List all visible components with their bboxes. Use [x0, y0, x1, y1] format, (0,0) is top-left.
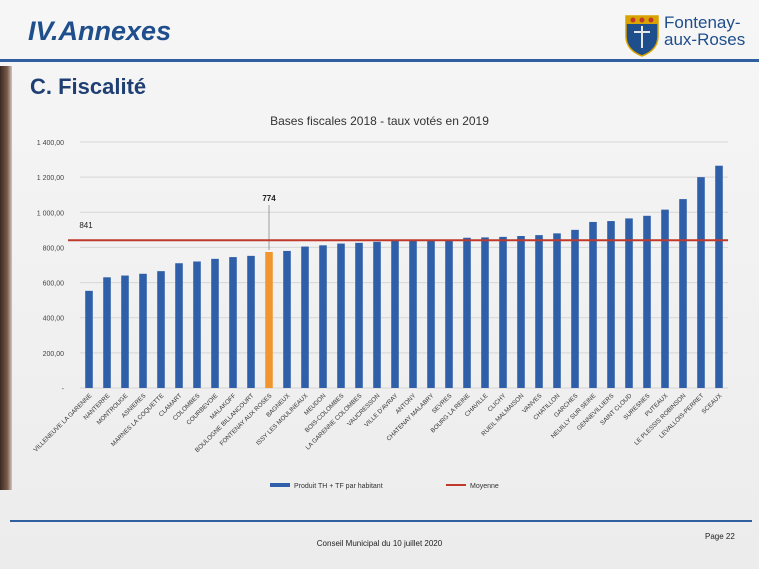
logo-text-line-1: Fontenay-: [664, 13, 741, 32]
bar: [463, 237, 471, 388]
bar-chart: - 200,00 400,00 600,00 800,00 1 000,00 1 200,0…: [32, 140, 728, 490]
bar: [121, 275, 129, 388]
y-tick-label: 1 000,00: [37, 210, 64, 217]
legend-bar-label: Produit TH + TF par habitant: [294, 483, 383, 490]
average-line-group: 841: [68, 221, 728, 242]
bar: [211, 258, 219, 388]
bar: [499, 236, 507, 388]
y-axis: - 200,00 400,00 600,00 800,00 1 000,00 1 200,0…: [37, 140, 65, 393]
bar-highlight: [265, 251, 273, 388]
y-tick-label: 1 200,00: [37, 175, 64, 182]
bar: [409, 240, 417, 388]
bar: [697, 177, 705, 388]
y-tick-label: 600,00: [43, 281, 65, 288]
bar: [661, 209, 669, 388]
logo-text: Fontenay- aux-Roses: [664, 14, 745, 48]
section-title: C. Fiscalité: [30, 74, 147, 99]
x-axis: VILLENEUVE LA GARENNENANTERREMONTROUGEAS…: [32, 392, 723, 454]
bar: [85, 290, 93, 388]
bar: [715, 165, 723, 388]
x-tick-label: VILLENEUVE LA GARENNE: [32, 392, 93, 453]
bar: [139, 273, 147, 388]
bar: [229, 257, 237, 388]
bar: [193, 261, 201, 388]
bar: [337, 243, 345, 388]
bar: [571, 229, 579, 388]
header-divider: [0, 59, 759, 62]
x-tick-label: SCEAUX: [700, 392, 723, 415]
footer-divider: [10, 520, 752, 522]
bar: [445, 239, 453, 388]
page-number: Page 22: [705, 532, 735, 541]
chart-bars: 774: [85, 165, 723, 388]
bar: [103, 277, 111, 388]
bar: [481, 237, 489, 388]
chart-legend: Produit TH + TF par habitant Moyenne: [270, 483, 499, 490]
y-tick-label: 200,00: [43, 351, 65, 358]
y-tick-label: 800,00: [43, 245, 65, 252]
bar: [391, 240, 399, 388]
bar: [679, 199, 687, 388]
bar: [319, 245, 327, 388]
bar: [625, 218, 633, 388]
highlight-value-label: 774: [262, 194, 276, 203]
bar: [355, 242, 363, 388]
legend-average-swatch: [446, 484, 466, 486]
bar: [157, 271, 165, 388]
city-logo-icon: [625, 15, 659, 57]
logo-text-line-2: aux-Roses: [664, 30, 746, 49]
bar: [535, 235, 543, 388]
bar: [427, 240, 435, 388]
slide-title: IV.Annexes: [28, 16, 172, 46]
bar: [175, 263, 183, 388]
bar: [283, 250, 291, 388]
bar: [553, 233, 561, 388]
bar: [517, 236, 525, 388]
legend-bar-swatch: [270, 483, 290, 487]
footer-text: Conseil Municipal du 10 juillet 2020: [316, 539, 443, 548]
y-tick-label: 400,00: [43, 316, 65, 323]
bar: [373, 241, 381, 388]
bar: [247, 255, 255, 388]
left-photo-strip: [0, 66, 12, 490]
chart-gridlines: [80, 141, 728, 389]
average-value-label: 841: [79, 221, 93, 230]
bar: [301, 246, 309, 388]
y-tick-label: 1 400,00: [37, 140, 64, 147]
bar: [589, 221, 597, 388]
bar: [643, 215, 651, 388]
y-tick-label: -: [62, 386, 65, 393]
legend-average-label: Moyenne: [470, 483, 499, 490]
chart-title: Bases fiscales 2018 - taux votés en 2019: [270, 114, 489, 128]
bar: [607, 221, 615, 388]
